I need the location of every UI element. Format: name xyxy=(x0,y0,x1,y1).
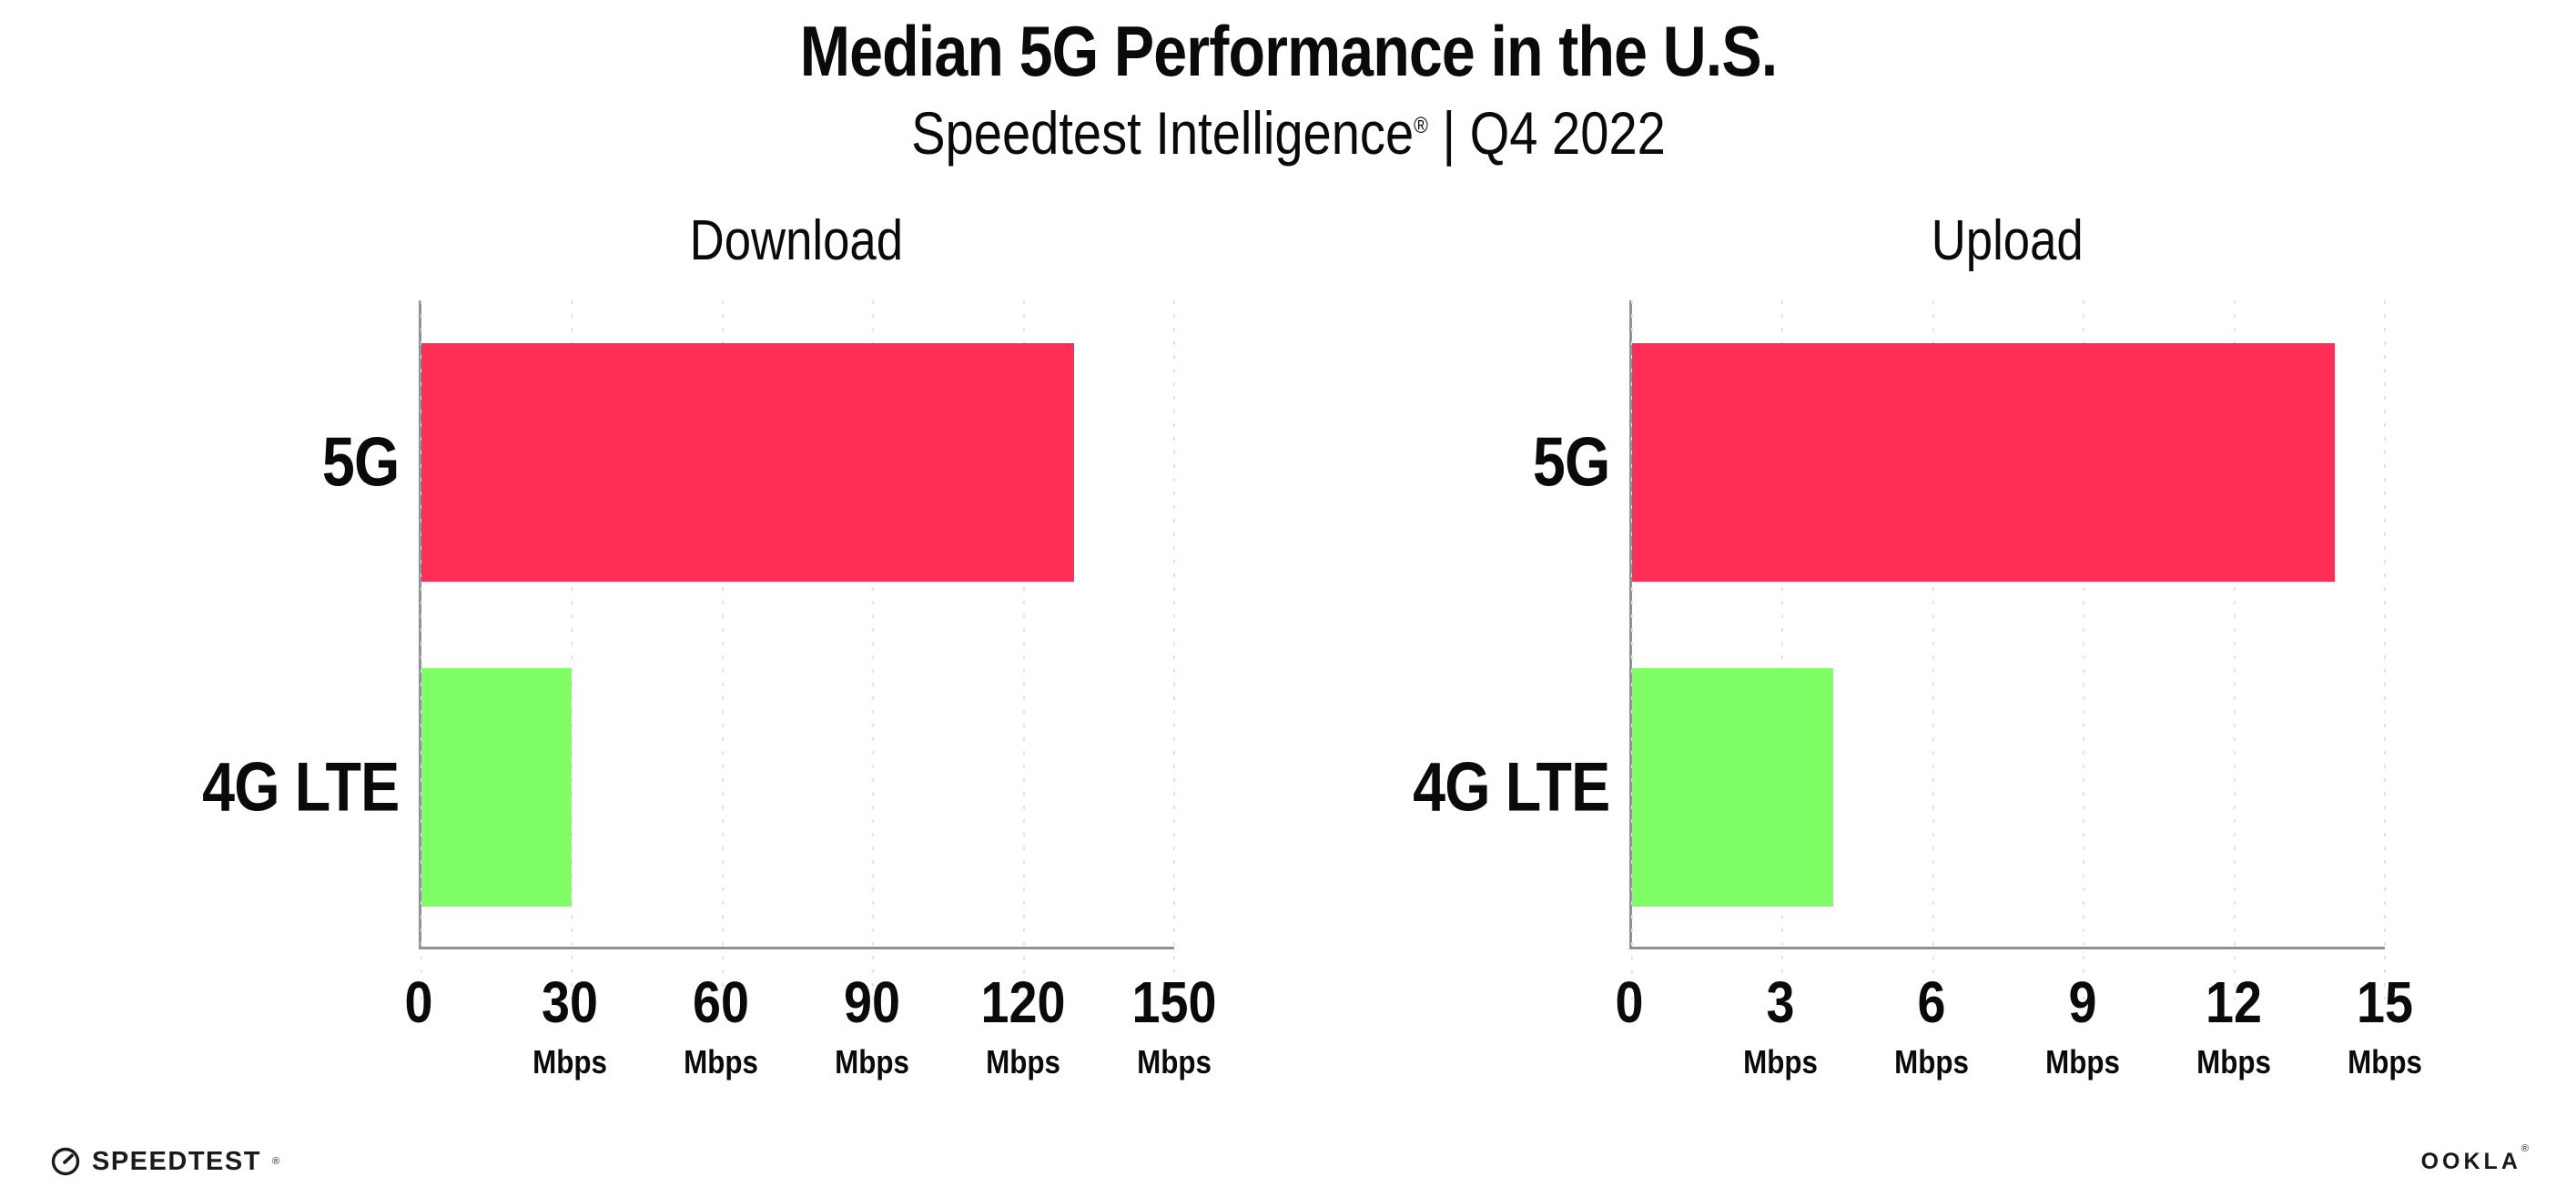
x-tick-unit: Mbps xyxy=(2045,1043,2120,1081)
x-tick-inner: 30 Mbps xyxy=(532,973,607,1079)
panel-title: Download xyxy=(419,208,1174,273)
x-tick-value: 0 xyxy=(404,969,433,1036)
x-tick: 60 Mbps xyxy=(678,973,764,1079)
panel-title-text: Download xyxy=(689,209,904,273)
x-axis-line xyxy=(1632,947,2385,950)
category-label: 5G xyxy=(1532,423,1610,502)
x-tick-value: 9 xyxy=(2068,969,2097,1036)
category-label: 4G LTE xyxy=(201,748,400,827)
x-tick: 15 Mbps xyxy=(2342,973,2428,1079)
y-axis-labels: 5G 4G LTE xyxy=(191,300,419,949)
page-subtitle-text: Speedtest Intelligence® | Q4 2022 xyxy=(910,98,1666,167)
bar-5g xyxy=(1632,343,2335,583)
plot-wrap: 5G 4G LTE xyxy=(191,300,1175,1000)
x-tick-inner: 0 xyxy=(1616,973,1644,1031)
x-tick-unit: Mbps xyxy=(1743,1043,1818,1081)
x-tick-inner: 15 Mbps xyxy=(2348,973,2422,1079)
bar-5g xyxy=(421,343,1074,583)
x-tick: 90 Mbps xyxy=(829,973,915,1079)
bar-4g-lte xyxy=(421,668,573,908)
ookla-wordmark: OOKLA xyxy=(2420,1148,2521,1174)
x-tick-unit: Mbps xyxy=(986,1043,1060,1081)
x-tick: 6 Mbps xyxy=(1889,973,1974,1079)
upload-chart-panel: Upload 5G 4G LTE 0 3 Mbps 6 Mbps 9 Mbps 12 Mbps 15… xyxy=(1402,208,2422,1123)
x-axis-ticks: 0 3 Mbps 6 Mbps 9 Mbps 12 Mbps 15 Mbps xyxy=(1616,973,2422,1123)
page-title-text: Median 5G Performance in the U.S. xyxy=(799,11,1777,91)
grid-line xyxy=(1022,300,1025,1000)
grid-line xyxy=(1932,300,1934,1000)
x-tick-inner: 3 Mbps xyxy=(1743,973,1818,1079)
grid-line xyxy=(421,300,422,1000)
x-tick: 0 xyxy=(1613,973,1646,1031)
speedtest-gauge-icon xyxy=(51,1147,80,1176)
grid-line xyxy=(1781,300,1784,1000)
x-tick-inner: 12 Mbps xyxy=(2196,973,2271,1079)
x-tick: 0 xyxy=(402,973,435,1031)
grid-line xyxy=(721,300,724,1000)
x-tick-value: 15 xyxy=(2357,969,2413,1036)
x-tick-unit: Mbps xyxy=(2196,1043,2271,1081)
x-tick-inner: 90 Mbps xyxy=(835,973,909,1079)
x-tick: 30 Mbps xyxy=(527,973,613,1079)
x-tick-unit: Mbps xyxy=(2348,1043,2422,1081)
x-tick-value: 150 xyxy=(1131,969,1217,1036)
plot-area xyxy=(1629,300,2386,1000)
x-tick-inner: 120 Mbps xyxy=(981,973,1066,1079)
x-tick: 120 Mbps xyxy=(975,973,1072,1079)
x-tick-inner: 6 Mbps xyxy=(1894,973,1969,1079)
x-tick-value: 90 xyxy=(844,969,900,1036)
x-axis-ticks: 0 30 Mbps 60 Mbps 90 Mbps 120 Mbps 150 Mbps xyxy=(405,973,1217,1123)
plot-area xyxy=(419,300,1175,1000)
charts-row: Download 5G 4G LTE 0 30 Mbps 60 Mbps 90 Mbps 120… xyxy=(0,208,2576,1123)
x-tick-unit: Mbps xyxy=(835,1043,909,1081)
x-tick-value: 12 xyxy=(2206,969,2262,1036)
speedtest-wordmark: SPEEDTEST xyxy=(92,1146,261,1176)
category-label: 4G LTE xyxy=(1412,748,1610,827)
x-tick-value: 0 xyxy=(1615,969,1644,1036)
speedtest-logo: SPEEDTEST ® xyxy=(50,1146,279,1177)
registered-mark: ® xyxy=(1413,112,1428,138)
panel-title-text: Upload xyxy=(1931,209,2084,273)
subtitle-brand: Speedtest Intelligence xyxy=(910,98,1414,167)
x-tick: 150 Mbps xyxy=(1126,973,1223,1079)
grid-line xyxy=(1173,300,1175,1000)
page-subtitle: Speedtest Intelligence® | Q4 2022 xyxy=(0,98,2576,167)
x-tick-inner: 60 Mbps xyxy=(684,973,758,1079)
footer: SPEEDTEST ® OOKLA ® xyxy=(0,1142,2576,1177)
x-tick-unit: Mbps xyxy=(1137,1043,1212,1081)
grid-line xyxy=(2384,300,2386,1000)
x-tick-unit: Mbps xyxy=(532,1043,607,1081)
x-tick-inner: 150 Mbps xyxy=(1132,973,1217,1079)
category-label: 5G xyxy=(321,423,400,502)
x-tick: 12 Mbps xyxy=(2191,973,2277,1079)
subtitle-period: | Q4 2022 xyxy=(1427,98,1666,167)
x-tick-value: 60 xyxy=(693,969,749,1036)
page-title: Median 5G Performance in the U.S. xyxy=(0,11,2576,91)
x-tick: 3 Mbps xyxy=(1738,973,1823,1079)
x-tick-inner: 9 Mbps xyxy=(2045,973,2120,1079)
x-tick-value: 6 xyxy=(1917,969,1946,1036)
x-tick-value: 3 xyxy=(1766,969,1795,1036)
grid-line xyxy=(571,300,573,1000)
header: Median 5G Performance in the U.S. Speedt… xyxy=(0,0,2576,165)
x-tick-inner: 0 xyxy=(405,973,433,1031)
bar-4g-lte xyxy=(1632,668,1833,908)
grid-line xyxy=(2083,300,2085,1000)
x-tick-unit: Mbps xyxy=(684,1043,758,1081)
x-axis-line xyxy=(421,947,1174,950)
download-chart-panel: Download 5G 4G LTE 0 30 Mbps 60 Mbps 90 Mbps 120… xyxy=(191,208,1217,1123)
ookla-logo: OOKLA ® xyxy=(2420,1142,2529,1174)
grid-line xyxy=(2233,300,2236,1000)
grid-line xyxy=(872,300,875,1000)
x-tick-value: 120 xyxy=(980,969,1066,1036)
y-axis-labels: 5G 4G LTE xyxy=(1402,300,1629,949)
panel-title: Upload xyxy=(1629,208,2385,273)
x-tick: 9 Mbps xyxy=(2040,973,2125,1079)
plot-wrap: 5G 4G LTE xyxy=(1402,300,2386,1000)
x-tick-unit: Mbps xyxy=(1894,1043,1969,1081)
grid-line xyxy=(1631,300,1633,1000)
x-tick-value: 30 xyxy=(542,969,598,1036)
